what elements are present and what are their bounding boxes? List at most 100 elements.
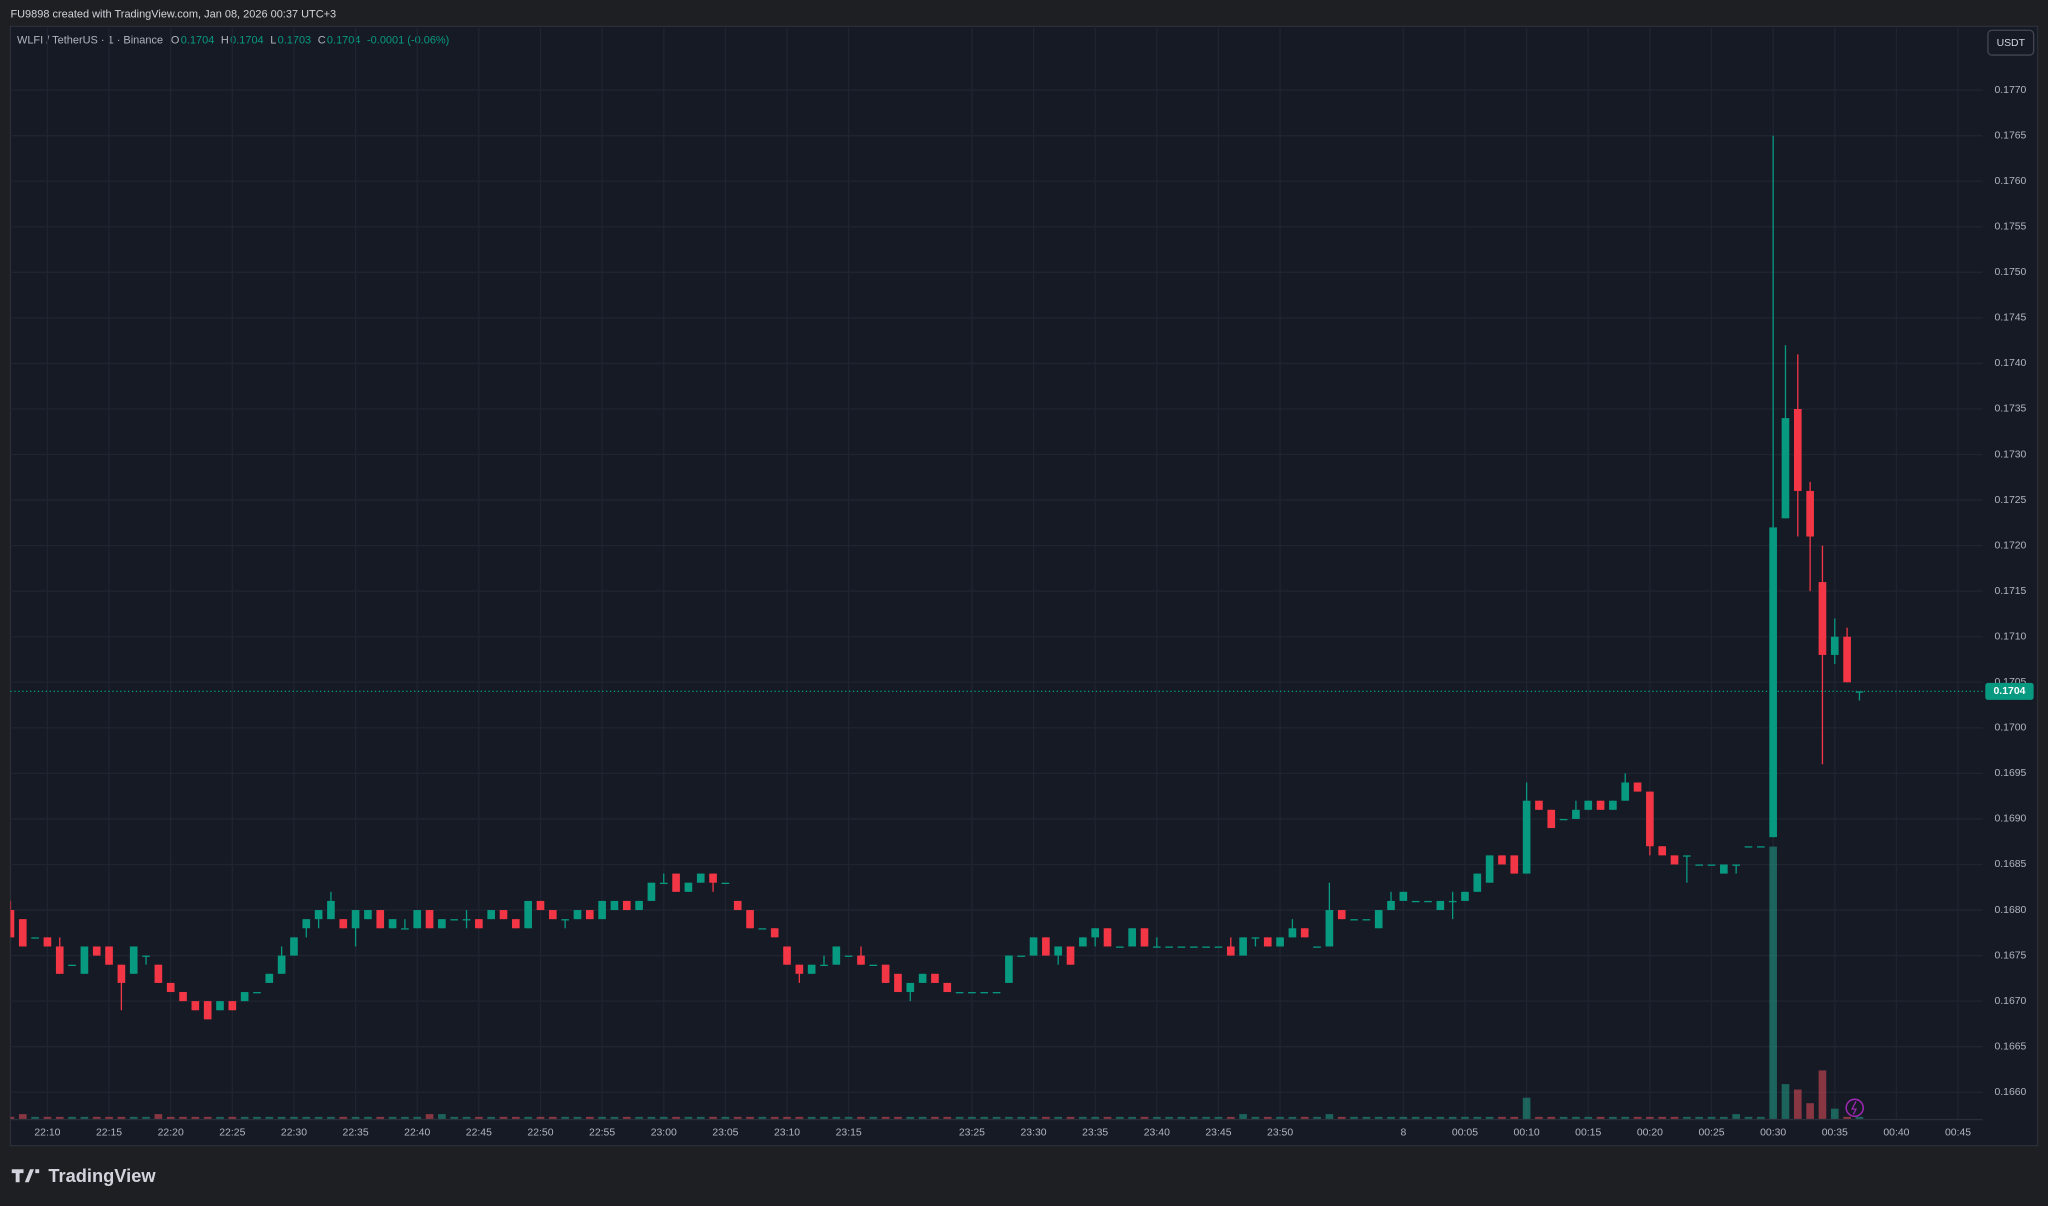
candle-body [1633,782,1642,792]
x-tick-label: 23:45 [1205,1127,1231,1138]
candle-body [696,873,705,883]
candle-body [290,937,298,956]
volume-bar [1756,1116,1765,1120]
x-tick-label: 8 [1400,1127,1406,1138]
x-tick-label: 23:10 [774,1127,800,1138]
volume-bar [1263,1116,1272,1120]
volume-bar [1436,1116,1445,1120]
candle-body [585,910,594,920]
volume-bar [659,1116,668,1120]
candle-body [216,1001,224,1011]
candle-body [487,910,496,920]
volume-bar [1239,1114,1247,1120]
volume-bar [980,1116,989,1120]
volume-bar [314,1116,323,1120]
candle-body [413,910,422,929]
y-tick-label: 0.1685 [1994,859,2026,870]
volume-bar [277,1116,286,1120]
volume-bar [1683,1116,1691,1120]
y-tick-label: 0.1700 [1994,723,2026,734]
candle-body [92,946,101,956]
volume-bar [1547,1116,1556,1120]
x-tick-label: 23:50 [1267,1127,1293,1138]
candle-body [1683,855,1691,857]
volume-bar [1350,1116,1358,1120]
candle-body [228,1001,237,1011]
ohlc-key: H [221,35,229,47]
volume-bar [1202,1116,1210,1120]
credit: FU9898 created with TradingView.com, Jan… [10,8,336,20]
candle-body [302,919,311,929]
brand-logo [11,1169,40,1183]
volume-bar [117,1116,126,1120]
candle-body [1189,946,1198,948]
volume-bar [364,1116,372,1120]
candle-body [18,919,27,947]
volume-bar [55,1116,64,1120]
candle-body [536,900,545,911]
volume-bar [918,1116,927,1120]
candle-body [1424,900,1432,903]
x-tick-label: 00:25 [1698,1127,1724,1138]
volume-bar [561,1116,569,1120]
candle-body [869,964,878,967]
volume-bar [992,1116,1001,1120]
candle-body [1042,937,1050,956]
candle-body [462,919,471,921]
candle-body [1609,800,1617,810]
volume-bar [783,1116,791,1120]
candle-body [1313,946,1321,948]
y-tick-label: 0.1660 [1994,1087,2026,1098]
candle-body [894,973,902,993]
candle-body [1054,946,1063,956]
volume-bar [1633,1116,1642,1120]
volume-bar [203,1116,212,1120]
candle-body [1362,919,1371,921]
x-tick-label: 00:10 [1514,1127,1540,1138]
x-tick-label: 22:35 [343,1127,369,1138]
candle-body [783,946,791,965]
volume-bar [475,1116,483,1120]
candle-body [770,928,779,938]
candle-body [179,992,187,1002]
volume-bar [1387,1116,1395,1120]
currency-button[interactable] [1987,29,2035,56]
volume-bar [1165,1116,1173,1120]
volume-bar [1559,1116,1568,1120]
volume-bar [499,1116,508,1120]
volume-bar [1720,1116,1728,1120]
volume-bar [290,1116,298,1120]
volume-bar [31,1116,39,1120]
candle-body [265,973,274,983]
volume-bar [154,1114,163,1120]
candle-body [1116,946,1124,948]
candle-body [1781,418,1790,519]
event-icon[interactable] [1845,1098,1864,1118]
candle-body [1276,937,1284,947]
y-tick-label: 0.1715 [1994,586,2026,597]
candle-body [1411,900,1420,903]
volume-bar [820,1116,828,1120]
candle-body [1584,800,1593,810]
volume-bar [1042,1116,1050,1120]
volume-bar [1744,1116,1753,1120]
candle-body [327,900,335,920]
x-tick-label: 23:35 [1082,1127,1108,1138]
candle-body [561,919,569,921]
volume-bar [191,1116,200,1120]
y-tick-label: 0.1695 [1994,768,2026,779]
volume-bar [339,1116,348,1120]
volume-bar [1646,1116,1654,1120]
y-tick-label: 0.1710 [1994,631,2026,642]
x-tick-label: 23:25 [959,1127,985,1138]
candle-body [1744,846,1753,848]
x-tick-label: 22:50 [527,1127,553,1138]
candle-body [1732,864,1740,866]
volume-bar [598,1116,606,1120]
volume-bar [1313,1116,1321,1120]
volume-bar [413,1116,422,1120]
candle-body [425,910,434,929]
candle-body [820,964,828,967]
candle-body [1152,946,1161,948]
